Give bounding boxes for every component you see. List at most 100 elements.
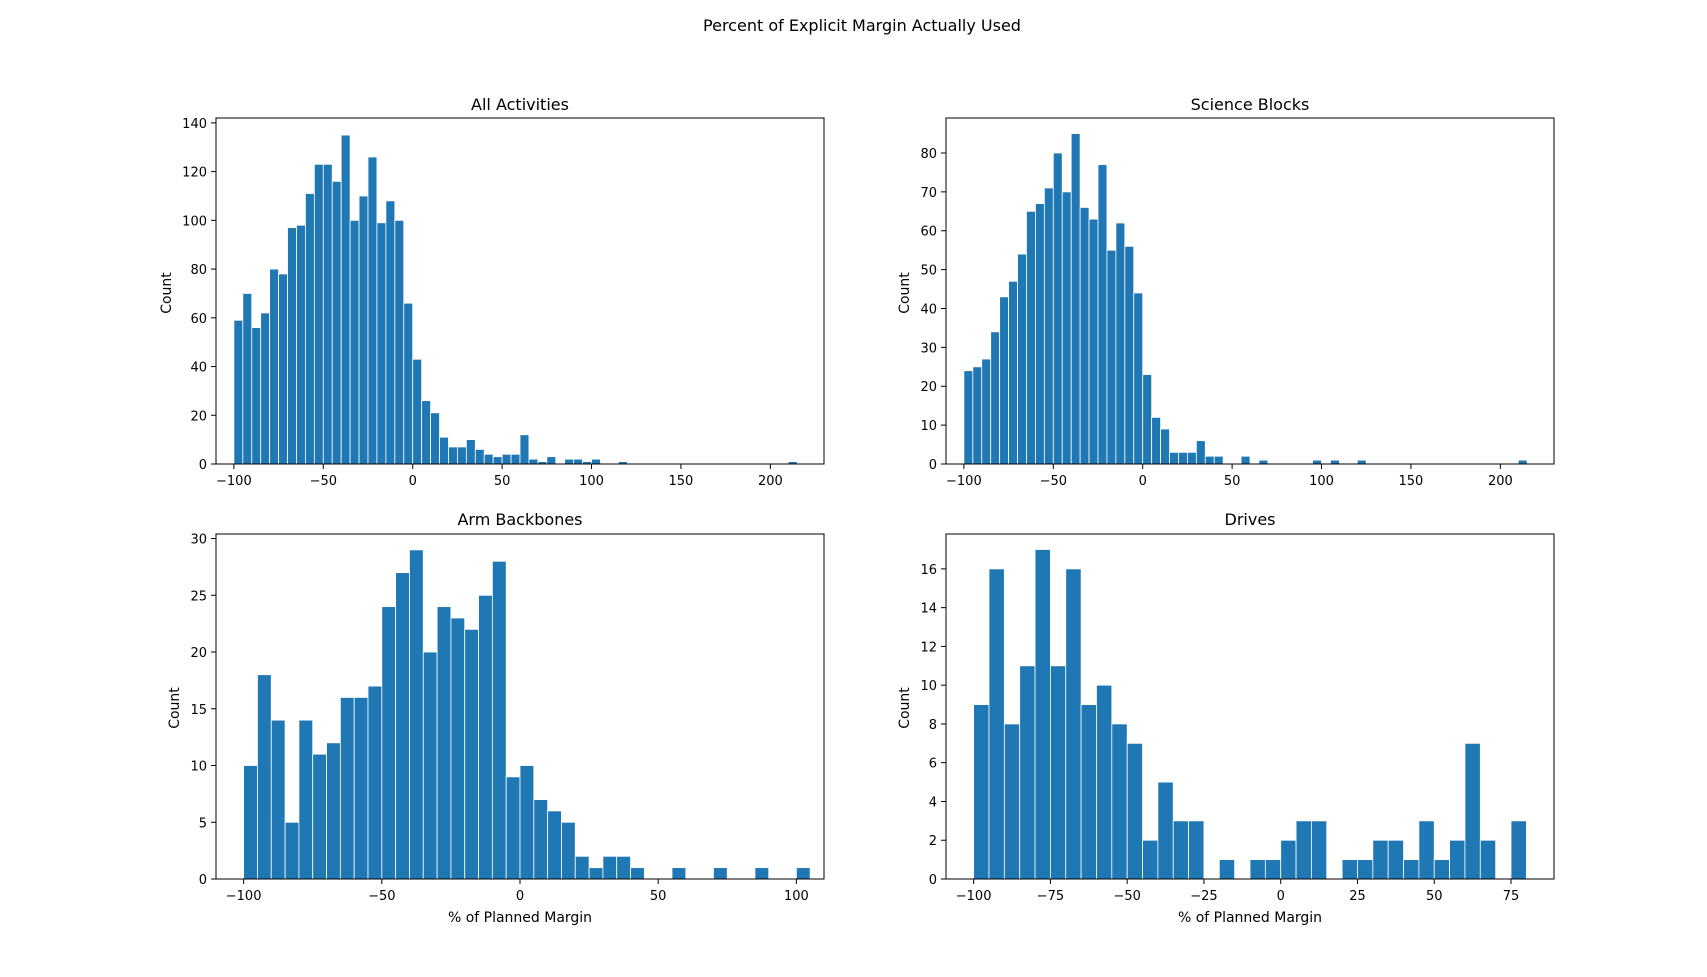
histogram-bar xyxy=(358,195,369,465)
histogram-bar xyxy=(474,448,485,465)
y-tick-label: 0 xyxy=(929,873,937,888)
histogram-bar xyxy=(981,358,992,465)
histogram-bar xyxy=(1142,374,1153,465)
histogram-bar xyxy=(1418,820,1435,880)
histogram-bar xyxy=(465,439,476,465)
histogram-bar xyxy=(483,453,494,465)
y-tick-label: 10 xyxy=(920,679,937,694)
histogram-bar xyxy=(278,273,288,465)
histogram-bar xyxy=(448,446,458,465)
plot-area-all-activities: −100 −50 0 50 100 150 200 0 20 40 60 80 100 120 140 xyxy=(182,117,825,489)
y-tick-label: 15 xyxy=(190,703,207,718)
x-tick-label: −25 xyxy=(1190,889,1217,904)
histogram-bar xyxy=(381,606,397,880)
y-tick-label: 16 xyxy=(920,563,937,578)
histogram-bar xyxy=(546,456,557,465)
subplot-drives: Drives Count % of Planned Margin −100 −75… xyxy=(897,510,1555,926)
subplot-arm-backbones: Arm Backbones Count % of Planned Margin … xyxy=(167,510,825,926)
histogram-bar xyxy=(1264,859,1282,880)
subplot-title: Science Blocks xyxy=(1191,95,1310,114)
x-tick-label: 75 xyxy=(1503,889,1520,904)
histogram-bar xyxy=(988,568,1005,880)
axes-frame xyxy=(215,117,825,465)
histogram-bar xyxy=(403,302,414,465)
histogram-bar xyxy=(430,412,440,465)
histogram-bar xyxy=(339,697,355,880)
histogram-bar xyxy=(602,855,618,880)
y-tick-label: 70 xyxy=(920,186,937,201)
axes-frame xyxy=(945,533,1555,880)
histogram-bar xyxy=(457,446,467,465)
histogram-bar xyxy=(574,855,590,880)
y-tick-label: 20 xyxy=(190,409,207,424)
histogram-bar xyxy=(243,765,258,880)
x-tick-label: 25 xyxy=(1349,889,1366,904)
x-tick-label: −100 xyxy=(956,889,992,904)
histogram-bar xyxy=(999,296,1009,465)
histogram-bar xyxy=(1403,859,1420,880)
y-tick-label: 50 xyxy=(920,264,937,279)
histogram-bar xyxy=(1050,665,1067,880)
subplot-all-activities: All Activities Count −100 −50 0 50 100 150 200… xyxy=(159,95,825,489)
histogram-bar xyxy=(1124,245,1135,465)
x-tick-label: 200 xyxy=(1488,474,1513,489)
histogram-bar xyxy=(287,227,297,465)
histogram-bar xyxy=(1356,459,1367,465)
x-tick-label: −100 xyxy=(226,889,262,904)
x-tick-label: −50 xyxy=(310,474,337,489)
y-tick-label: 10 xyxy=(920,419,937,434)
histogram-bar xyxy=(491,560,507,880)
histogram-bar xyxy=(1126,742,1143,880)
y-tick-label: 14 xyxy=(920,602,937,617)
histogram-bar xyxy=(1357,859,1374,880)
y-tick-label: 30 xyxy=(920,341,937,356)
x-tick-label: −100 xyxy=(216,474,252,489)
histogram-bar xyxy=(1449,839,1466,880)
x-tick-label: 100 xyxy=(1309,474,1334,489)
histogram-bar xyxy=(326,742,341,880)
histogram-bar xyxy=(754,867,770,880)
histogram-bar xyxy=(510,453,521,465)
histogram-bar xyxy=(528,458,539,465)
plot-area-science-blocks: −100 −50 0 50 100 150 200 0 10 20 30 40 50 60 70 80 xyxy=(920,117,1555,489)
y-tick-label: 120 xyxy=(182,166,207,181)
histogram-bar xyxy=(412,358,423,465)
histogram-bar xyxy=(260,312,271,465)
x-tick-label: 150 xyxy=(1399,474,1424,489)
y-tick-label: 0 xyxy=(199,458,207,473)
histogram-bar xyxy=(450,617,466,880)
histogram-bar xyxy=(1204,455,1215,465)
histogram-bar xyxy=(270,719,286,880)
histogram-bar xyxy=(1115,222,1126,465)
x-axis-label: % of Planned Margin xyxy=(1178,910,1322,926)
histogram-bar xyxy=(1026,210,1036,465)
x-axis-label: % of Planned Margin xyxy=(448,910,592,926)
figure-suptitle: Percent of Explicit Margin Actually Used xyxy=(703,16,1021,35)
histogram-bar xyxy=(1008,280,1018,465)
histogram-bar xyxy=(1479,839,1497,880)
y-tick-label: 0 xyxy=(929,458,937,473)
histogram-bar xyxy=(251,327,262,465)
histogram-bar xyxy=(492,456,503,465)
y-tick-label: 80 xyxy=(190,263,207,278)
histogram-bar xyxy=(1258,459,1269,465)
plot-area-drives: −100 −75 −50 −25 0 25 50 75 0 2 4 6 8 10 12 14 16 xyxy=(920,533,1555,904)
histogram-bar xyxy=(1079,207,1090,465)
x-tick-label: 50 xyxy=(1426,889,1443,904)
x-tick-label: 50 xyxy=(650,889,667,904)
histogram-bar xyxy=(478,594,493,880)
histogram-bar xyxy=(1240,455,1251,465)
y-axis-label: Count xyxy=(167,687,183,729)
histogram-bar xyxy=(233,319,244,465)
histogram-bar xyxy=(464,628,479,880)
subplot-science-blocks: Science Blocks Count −100 −50 0 50 100 150 200… xyxy=(897,95,1555,489)
y-tick-label: 20 xyxy=(190,646,207,661)
histogram-bar xyxy=(349,219,360,465)
histogram-bar xyxy=(1088,218,1099,465)
histogram-bar xyxy=(421,400,431,465)
y-tick-label: 100 xyxy=(182,214,207,229)
histogram-bar xyxy=(1188,820,1205,880)
x-tick-label: 100 xyxy=(579,474,604,489)
histogram-bar xyxy=(322,163,333,465)
histogram-bar xyxy=(630,867,645,880)
